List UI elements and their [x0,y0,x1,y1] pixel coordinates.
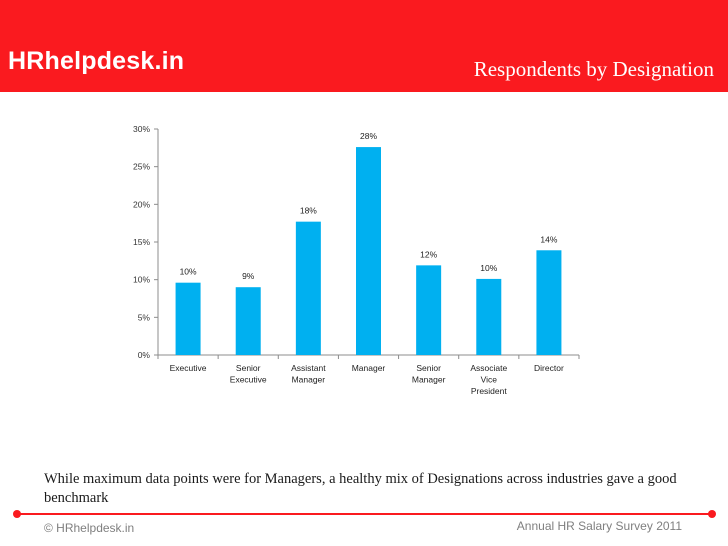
data-label: 10% [480,263,497,273]
y-tick-label: 15% [133,237,150,247]
x-tick-label: Senior Executive [230,363,267,385]
data-label: 9% [242,271,255,281]
data-label: 14% [540,234,557,244]
y-tick-label: 20% [133,199,150,209]
y-tick-label: 0% [138,350,151,360]
bar [175,282,201,355]
y-tick-label: 10% [133,275,150,285]
y-tick-label: 5% [138,312,151,322]
divider-left-dot [13,510,21,518]
x-tick-label: Associate Vice President [470,363,507,396]
data-label: 18% [300,206,317,216]
bar [295,221,321,355]
footer-divider [16,513,712,515]
x-tick-label: Senior Manager [412,363,446,385]
y-tick-label: 30% [133,124,150,134]
x-tick-label: Assistant Manager [291,363,326,385]
x-tick-label: Manager [352,363,386,373]
x-tick-label: Director [534,363,564,373]
footer-survey-name: Annual HR Salary Survey 2011 [516,519,682,533]
header-bar: HRhelpdesk.in Respondents by Designation [0,0,728,92]
data-label: 10% [180,267,197,277]
bar [416,265,442,355]
bar [536,250,562,355]
brand-logo-text: HRhelpdesk.in [8,47,185,75]
footer-copyright: © HRhelpdesk.in [44,521,135,535]
slide-title: Respondents by Designation [473,57,714,81]
y-tick-label: 25% [133,162,150,172]
bar [476,278,502,355]
bar [356,147,381,355]
x-tick-label: Executive [170,363,207,373]
bar [235,287,261,355]
divider-right-dot [708,510,716,518]
chart-caption: While maximum data points were for Manag… [44,471,677,506]
data-label: 12% [420,249,437,259]
data-label: 28% [360,131,377,141]
